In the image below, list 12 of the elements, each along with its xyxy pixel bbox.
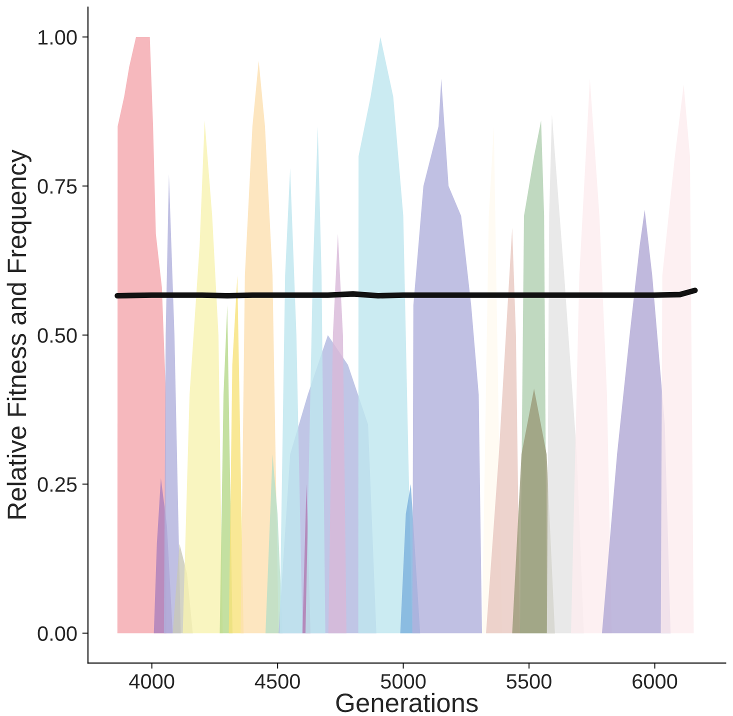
y-axis-title: Relative Fitness and Frequency bbox=[6, 150, 32, 518]
y-tick-label: 0.75 bbox=[38, 179, 77, 194]
x-tick-label: 4000 bbox=[129, 674, 174, 689]
x-axis-title: Generations bbox=[336, 692, 478, 712]
x-tick-label: 6000 bbox=[632, 674, 678, 689]
x-tick-label: 5500 bbox=[506, 674, 552, 689]
y-tick-label: 1.00 bbox=[38, 30, 77, 45]
y-tick-label: 0.00 bbox=[38, 626, 77, 641]
x-tick-label: 4500 bbox=[254, 674, 300, 689]
y-tick-label: 0.50 bbox=[38, 328, 77, 343]
x-tick-label: 5000 bbox=[380, 674, 426, 689]
y-tick-label: 0.25 bbox=[38, 477, 77, 492]
